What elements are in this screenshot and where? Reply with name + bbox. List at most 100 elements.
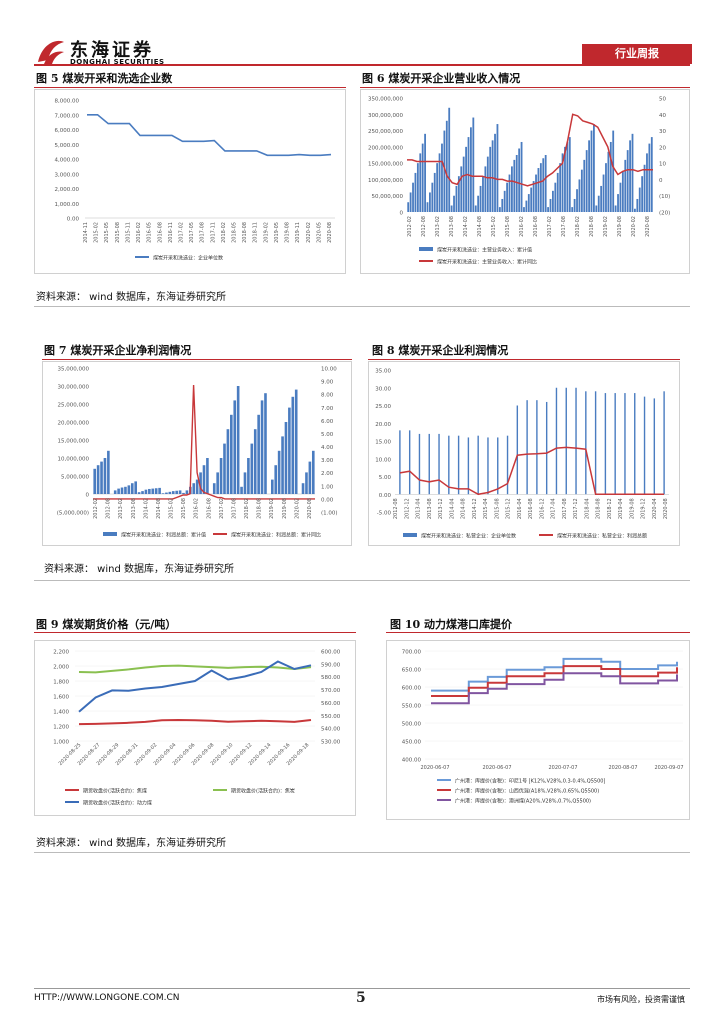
fig6-bar xyxy=(554,182,557,212)
fig6-bar xyxy=(556,172,559,212)
fig8-x-tick: 2018-12 xyxy=(607,498,613,519)
fig6-yl-tick: 150,000,000 xyxy=(368,162,403,168)
fig7-x-tick: 2014-02 xyxy=(143,498,149,519)
footer-url[interactable]: HTTP://WWW.LONGONE.COM.CN xyxy=(34,993,180,1003)
fig7-growth-line xyxy=(93,384,315,500)
fig7-bar xyxy=(93,468,97,494)
fig6-bar xyxy=(542,158,545,212)
fig6-bar xyxy=(609,141,612,212)
fig6-bar xyxy=(441,143,443,212)
fig6-bar xyxy=(416,163,419,212)
fig6-yl-tick: 350,000,000 xyxy=(368,97,403,103)
footer-disclaimer: 市场有风险，投资需谨慎 xyxy=(597,995,685,1004)
fig6-bar xyxy=(453,195,455,212)
legend-swatch xyxy=(103,532,117,536)
fig8-y-tick: 10.00 xyxy=(375,457,391,463)
fig6-bar xyxy=(650,137,653,212)
fig8-bar xyxy=(536,400,538,495)
fig7-yl-tick: 0 xyxy=(86,493,90,499)
fig7-bar xyxy=(96,465,100,494)
fig7-bar xyxy=(253,429,257,494)
fig8-bar xyxy=(585,391,587,495)
fig8-bar xyxy=(497,437,499,495)
fig5-x-tick: 2018-08 xyxy=(242,222,248,243)
fig10-y-tick: 450.00 xyxy=(402,740,422,746)
legend-label: 煤炭开采和洗选业：企业单位数 xyxy=(153,255,223,262)
legend-swatch xyxy=(403,533,417,537)
fig7-bar xyxy=(305,472,308,494)
fig8-x-tick: 2020-04 xyxy=(652,498,658,519)
fig9-yl-tick: 1,600 xyxy=(53,695,69,701)
fig5-x-tick: 2015-05 xyxy=(104,222,110,243)
legend-swatch xyxy=(419,247,433,251)
row2-separator xyxy=(34,580,690,581)
fig7-yr-tick: 6.00 xyxy=(321,419,334,425)
fig8-bar xyxy=(643,396,646,495)
fig8-bar xyxy=(565,387,567,495)
figure-7-title-rule xyxy=(42,359,352,360)
fig6-bar xyxy=(448,107,451,212)
fig6-bar xyxy=(593,124,595,212)
fig7-bar xyxy=(182,492,185,494)
fig9-yr-tick: 550.00 xyxy=(321,714,341,720)
fig6-bar xyxy=(460,166,463,212)
fig7-yr-tick: 4.00 xyxy=(321,445,334,451)
fig6-yr-tick: 20 xyxy=(659,145,666,151)
fig9-series-2 xyxy=(78,664,312,674)
fig7-bar xyxy=(171,491,175,494)
fig6-bar xyxy=(549,198,552,212)
fig6-bar xyxy=(465,146,467,212)
fig5-x-tick: 2019-11 xyxy=(295,222,301,243)
fig9-yl-tick: 1,400 xyxy=(53,710,69,716)
fig10-x-tick: 2020-09-07 xyxy=(654,765,683,771)
brand-name-cn: 东海证券 xyxy=(70,40,154,61)
legend-label: 煤炭开采和洗选业：私营企业：企业单位数 xyxy=(421,533,516,540)
fig6-x-tick: 2020-02 xyxy=(631,216,637,237)
fig6-bar xyxy=(426,202,429,212)
fig9-yl-tick: 2,200 xyxy=(53,650,69,656)
fig5-y-tick: 2,000.00 xyxy=(55,187,80,193)
fig5-x-tick: 2016-08 xyxy=(157,222,163,243)
fig7-bar xyxy=(120,487,124,494)
figure-10-chart: 700.00 650.00 600.00 550.00 500.00 450.00 400.… xyxy=(386,640,690,820)
fig6-bar xyxy=(631,133,634,212)
fig6-bar xyxy=(515,155,518,212)
fig5-x-tick: 2017-08 xyxy=(200,222,206,243)
fig9-yl-tick: 2,000 xyxy=(53,665,69,671)
fig5-y-tick: 5,000.00 xyxy=(55,143,80,149)
fig8-bar xyxy=(428,433,430,495)
fig7-bar xyxy=(219,458,223,494)
fig8-bar xyxy=(477,435,479,495)
section-badge: 行业周报 xyxy=(582,44,692,64)
fig7-bar xyxy=(107,450,110,494)
fig6-x-tick: 2019-02 xyxy=(603,216,609,237)
fig7-bar xyxy=(100,461,103,494)
fig7-bar xyxy=(236,386,240,494)
fig9-yr-tick: 580.00 xyxy=(321,675,341,681)
fig6-x-tick: 2012-08 xyxy=(421,216,427,237)
fig8-x-tick: 2014-12 xyxy=(472,498,478,519)
fig7-x-tick: 2013-08 xyxy=(131,498,137,519)
fig6-bar xyxy=(597,195,600,212)
fig8-bar xyxy=(545,401,548,495)
fig10-y-tick: 650.00 xyxy=(402,668,422,674)
legend-label: 期货收盘价(活跃合约)：焦炭 xyxy=(231,788,295,795)
fig7-yl-tick: 25,000,000 xyxy=(58,403,90,409)
fig6-x-tick: 2018-08 xyxy=(589,216,595,237)
fig5-y-tick: 6,000.00 xyxy=(55,128,80,134)
fig7-bar xyxy=(144,489,148,494)
fig6-bar xyxy=(537,168,540,212)
fig7-bar xyxy=(103,458,107,494)
fig9-yl-tick: 1,200 xyxy=(53,725,69,731)
legend-label: 期货收盘价(活跃合约)：焦煤 xyxy=(83,788,147,795)
fig6-yl-tick: 300,000,000 xyxy=(368,113,403,119)
fig5-x-tick: 2019-02 xyxy=(263,222,269,243)
fig6-bar xyxy=(501,198,504,212)
fig6-bar xyxy=(576,189,578,212)
fig5-x-tick: 2015-08 xyxy=(115,222,121,243)
fig7-bar xyxy=(274,465,278,494)
fig7-yr-tick: (1.00) xyxy=(321,511,338,517)
fig6-bar xyxy=(433,172,436,212)
legend-label: 煤炭开采和洗选业：私营企业：利润总额 xyxy=(557,533,647,540)
fig6-bar xyxy=(588,140,590,212)
